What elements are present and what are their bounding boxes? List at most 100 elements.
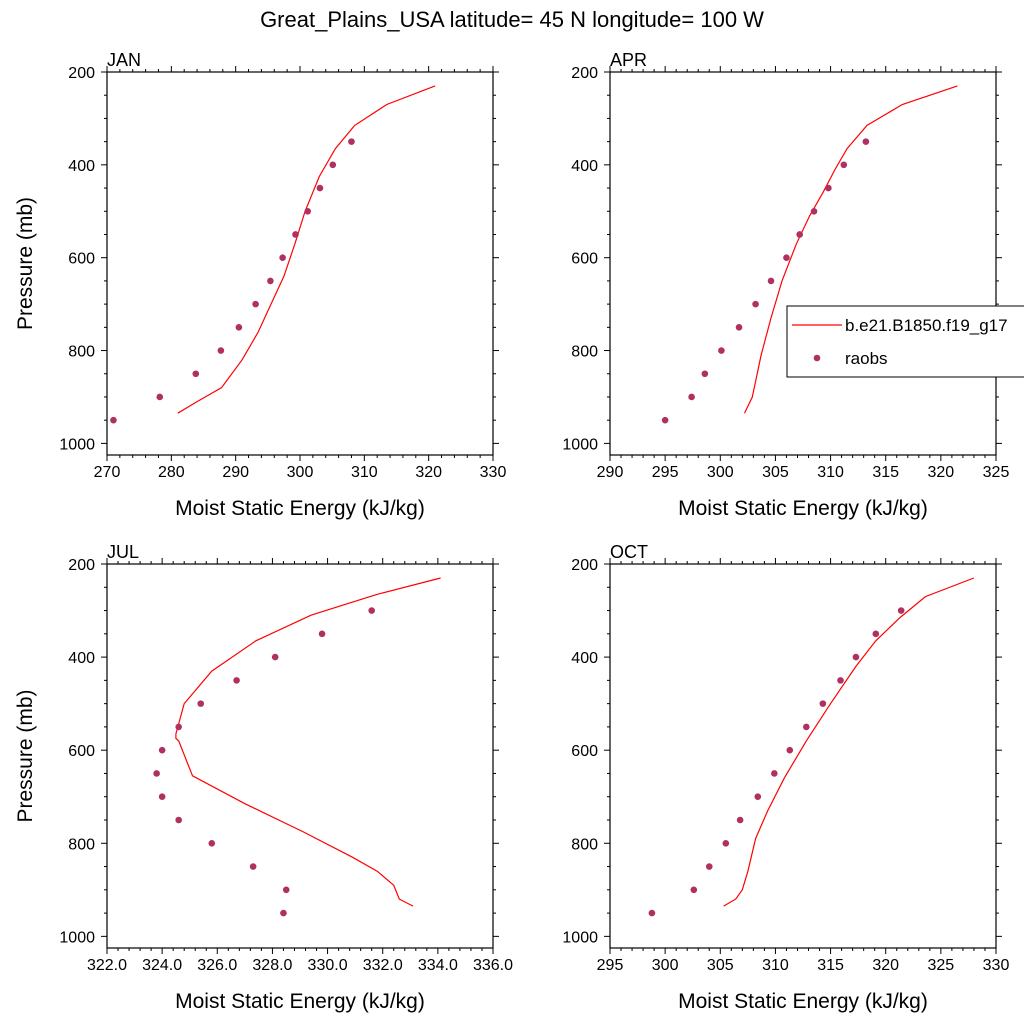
panel-label: JUL <box>107 542 139 562</box>
x-tick-label: 310 <box>351 464 378 481</box>
plot-frame <box>609 71 997 456</box>
raobs-point <box>803 723 810 731</box>
x-tick-label: 320 <box>415 464 442 481</box>
raobs-point <box>158 746 166 754</box>
raobs-point <box>316 184 324 192</box>
y-tick-label: 1000 <box>562 436 598 453</box>
x-tick-label: 330 <box>983 957 1010 974</box>
y-tick-label: 800 <box>68 836 95 853</box>
x-tick-label: 300 <box>652 957 679 974</box>
raobs-point <box>271 653 279 661</box>
y-tick-label: 400 <box>68 158 95 175</box>
y-tick-label: 200 <box>68 65 95 82</box>
panel-oct: OCT 295 300 305 310 315 320 325 330 200 400 600 800 1… <box>562 542 1009 1013</box>
x-tick-label: 320 <box>928 464 955 481</box>
figure-title: Great_Plains_USA latitude= 45 N longitud… <box>260 7 764 32</box>
panel-jul: JUL 322.0 324.0 326.0 328.0 330.0 332.0 334.0 33… <box>14 542 513 1013</box>
y-tick-label: 600 <box>68 743 95 760</box>
panel-jan: JAN 270 280 290 300 310 320 330 200 400 600 800 1000… <box>14 50 506 520</box>
raobs-point <box>233 677 240 684</box>
x-axis-label: Moist Static Energy (kJ/kg) <box>175 990 425 1013</box>
model-profile-line <box>743 85 958 414</box>
panel-apr: APR 290 295 300 305 310 315 320 325 200 400 600 800 1… <box>562 50 1009 520</box>
raobs-point <box>736 816 744 824</box>
raobs-point <box>771 770 778 777</box>
model-profile-line <box>177 85 436 414</box>
raobs-point <box>153 770 160 777</box>
panel-label: OCT <box>610 542 648 562</box>
x-tick-label: 310 <box>762 957 789 974</box>
raobs-point <box>110 416 117 424</box>
x-tick-label: 280 <box>158 464 185 481</box>
y-tick-label: 400 <box>68 650 95 667</box>
raobs-point <box>819 700 827 707</box>
model-profile-line <box>723 577 975 907</box>
legend-label-raobs: raobs <box>845 349 888 368</box>
y-tick-label: 800 <box>68 344 95 361</box>
raobs-point <box>282 886 290 894</box>
x-axis-label: Moist Static Energy (kJ/kg) <box>678 990 928 1013</box>
raobs-point <box>175 816 182 824</box>
raobs-point <box>158 793 166 801</box>
x-tick-label: 315 <box>872 464 899 481</box>
plot-frame <box>106 71 494 456</box>
x-tick-label: 305 <box>762 464 789 481</box>
y-tick-label: 200 <box>571 65 598 82</box>
x-tick-label: 332.0 <box>363 957 403 974</box>
raobs-point <box>852 653 860 661</box>
raobs-point <box>796 231 803 238</box>
raobs-point <box>705 863 713 870</box>
y-axis-label: Pressure (mb) <box>14 197 37 330</box>
y-tick-label: 400 <box>571 158 598 175</box>
y-tick-label: 1000 <box>59 929 95 946</box>
x-tick-label: 330 <box>480 464 507 481</box>
y-tick-label: 1000 <box>562 929 598 946</box>
raobs-point <box>718 347 725 354</box>
x-tick-label: 295 <box>652 464 679 481</box>
raobs-point <box>837 677 844 684</box>
x-tick-label: 310 <box>817 464 844 481</box>
raobs-point <box>280 909 287 917</box>
y-tick-label: 400 <box>571 650 598 667</box>
x-tick-label: 315 <box>817 957 844 974</box>
raobs-point <box>735 324 743 331</box>
x-tick-label: 325 <box>983 464 1010 481</box>
raobs-point <box>267 277 274 285</box>
x-tick-label: 336.0 <box>473 957 513 974</box>
raobs-point <box>783 254 790 261</box>
legend-label-model: b.e21.B1850.f19_g17 <box>845 316 1008 335</box>
y-tick-label: 200 <box>68 557 95 574</box>
y-tick-label: 1000 <box>59 436 95 453</box>
raobs-point <box>175 723 182 731</box>
x-tick-label: 320 <box>872 957 899 974</box>
legend-marker-swatch <box>813 354 821 362</box>
x-tick-label: 290 <box>222 464 249 481</box>
raobs-point <box>690 886 698 894</box>
raobs-point <box>840 161 848 169</box>
raobs-point <box>767 277 775 285</box>
y-tick-label: 600 <box>68 251 95 268</box>
x-tick-label: 325 <box>928 957 955 974</box>
x-tick-label: 322.0 <box>87 957 127 974</box>
x-tick-label: 326.0 <box>197 957 237 974</box>
raobs-point <box>661 416 669 424</box>
raobs-point <box>197 700 205 707</box>
x-tick-label: 300 <box>287 464 314 481</box>
x-axis-label: Moist Static Energy (kJ/kg) <box>175 497 425 520</box>
model-profile-line <box>175 577 441 907</box>
x-tick-label: 270 <box>94 464 121 481</box>
raobs-point <box>217 347 225 354</box>
raobs-point <box>701 370 709 378</box>
raobs-point <box>249 863 257 870</box>
raobs-point <box>192 370 200 378</box>
plot-frame <box>609 563 997 949</box>
y-tick-label: 800 <box>571 344 598 361</box>
raobs-point <box>208 839 216 847</box>
x-tick-label: 334.0 <box>418 957 458 974</box>
y-tick-label: 800 <box>571 836 598 853</box>
raobs-point <box>897 607 905 614</box>
panel-label: APR <box>610 50 647 70</box>
x-tick-label: 330.0 <box>308 957 348 974</box>
raobs-point <box>348 138 355 145</box>
x-tick-label: 295 <box>597 957 624 974</box>
